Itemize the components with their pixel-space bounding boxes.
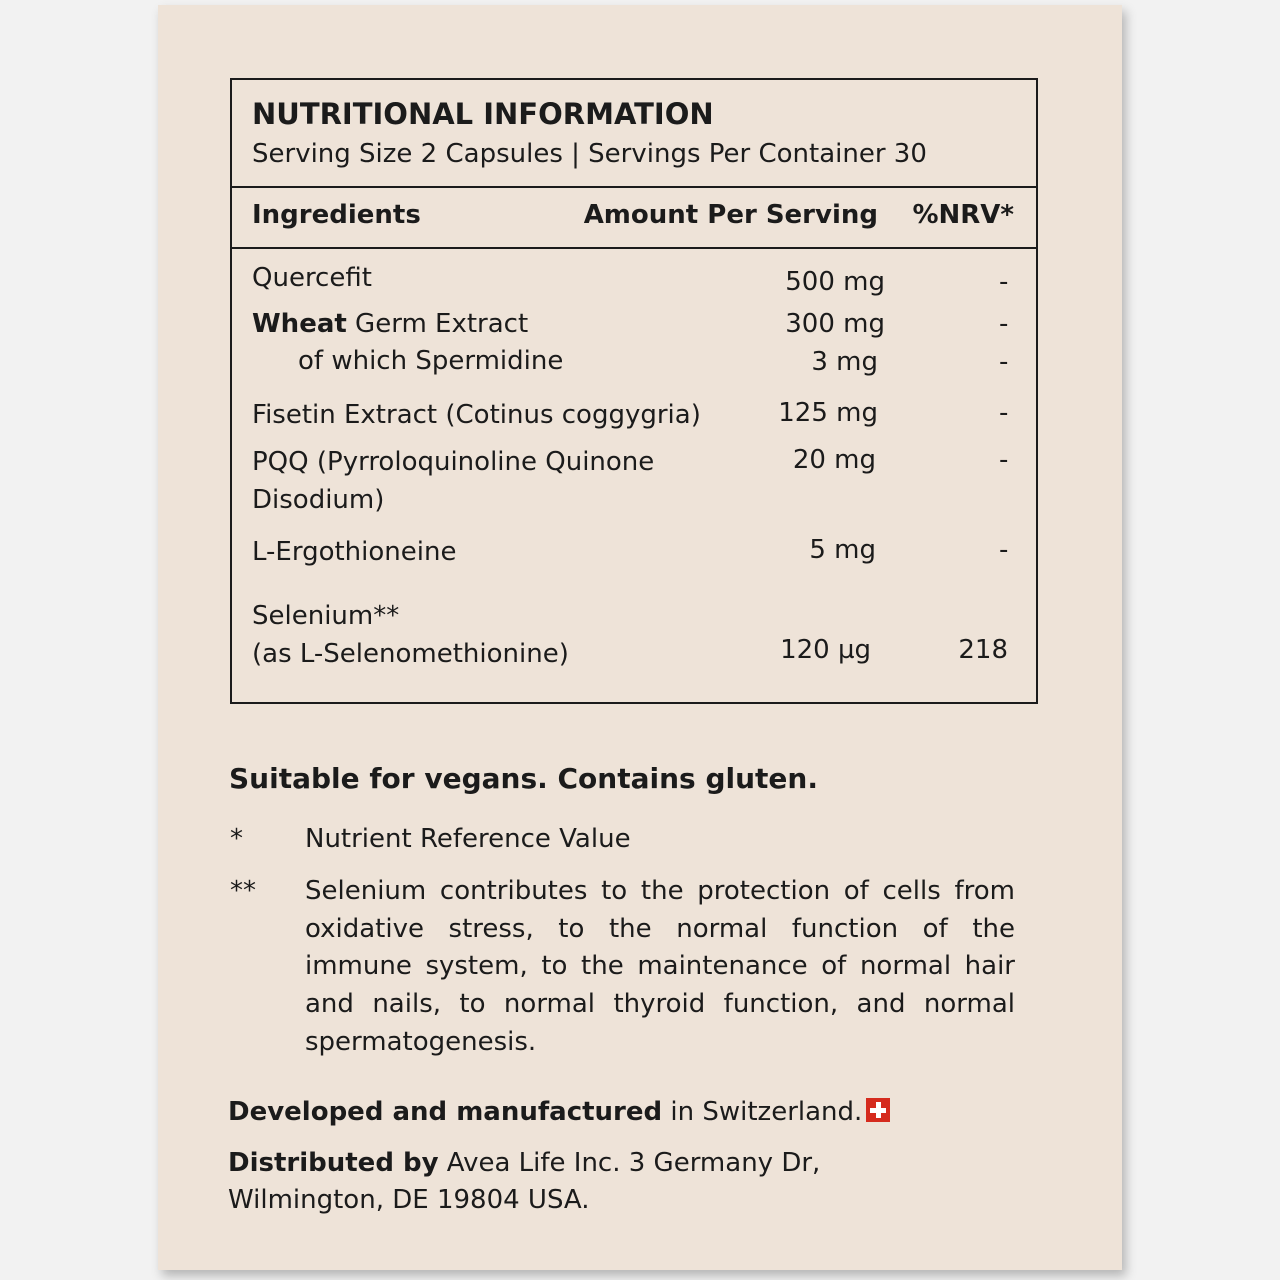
ingredient-nrv: -: [999, 445, 1009, 475]
ingredient-amount: 20 mg: [792, 445, 876, 475]
serving-info: Serving Size 2 Capsules | Servings Per C…: [252, 139, 927, 169]
ingredient-nrv: -: [999, 309, 1009, 339]
footnote-text: Selenium contributes to the protection o…: [305, 876, 1015, 1057]
swiss-flag-icon: [866, 1098, 891, 1122]
ingredient-nrv: -: [999, 347, 1009, 377]
table-title: NUTRITIONAL INFORMATION: [252, 97, 714, 131]
ingredient-name: Selenium**: [252, 601, 400, 631]
divider: [232, 186, 1036, 188]
ingredient-nrv: -: [999, 267, 1009, 297]
nutrition-table: [230, 78, 1038, 704]
ingredient-name: PQQ (Pyrroloquinoline Quinone: [252, 447, 655, 477]
ingredient-name: Quercefit: [252, 263, 372, 293]
col-amount: Amount Per Serving: [583, 200, 878, 230]
distributor-address: Wilmington, DE 19804 USA.: [228, 1185, 590, 1215]
footnote-marker: **: [230, 876, 256, 906]
vegan-note: Suitable for vegans. Contains gluten.: [229, 762, 818, 795]
label-card: [158, 5, 1122, 1270]
col-ingredients: Ingredients: [252, 200, 421, 230]
ingredient-amount: 125 mg: [778, 398, 878, 428]
distributor-line: Distributed by Avea Life Inc. 3 Germany …: [228, 1148, 821, 1178]
ingredient-amount: 120 µg: [780, 635, 871, 665]
divider: [232, 247, 1036, 249]
ingredient-amount: 3 mg: [811, 347, 878, 377]
ingredient-name: of which Spermidine: [298, 346, 564, 376]
ingredient-amount: 500 mg: [785, 267, 885, 297]
ingredient-name: Wheat Germ Extract: [252, 309, 529, 339]
ingredient-name: L-Ergothioneine: [252, 537, 457, 567]
footnote-text: Nutrient Reference Value: [305, 824, 631, 854]
ingredient-amount: 300 mg: [785, 309, 885, 339]
ingredient-amount: 5 mg: [809, 535, 876, 565]
ingredient-nrv: 218: [958, 635, 1008, 665]
ingredient-name-cont: Disodium): [252, 485, 385, 515]
col-nrv: %NRV*: [912, 200, 1014, 230]
footnote-marker: *: [230, 824, 243, 854]
ingredient-name: Fisetin Extract (Cotinus coggygria): [252, 400, 701, 430]
ingredient-nrv: -: [999, 398, 1009, 428]
ingredient-nrv: -: [999, 535, 1009, 565]
ingredient-name-cont: (as L-Selenomethionine): [252, 639, 569, 669]
origin-line: Developed and manufactured in Switzerlan…: [228, 1097, 891, 1127]
